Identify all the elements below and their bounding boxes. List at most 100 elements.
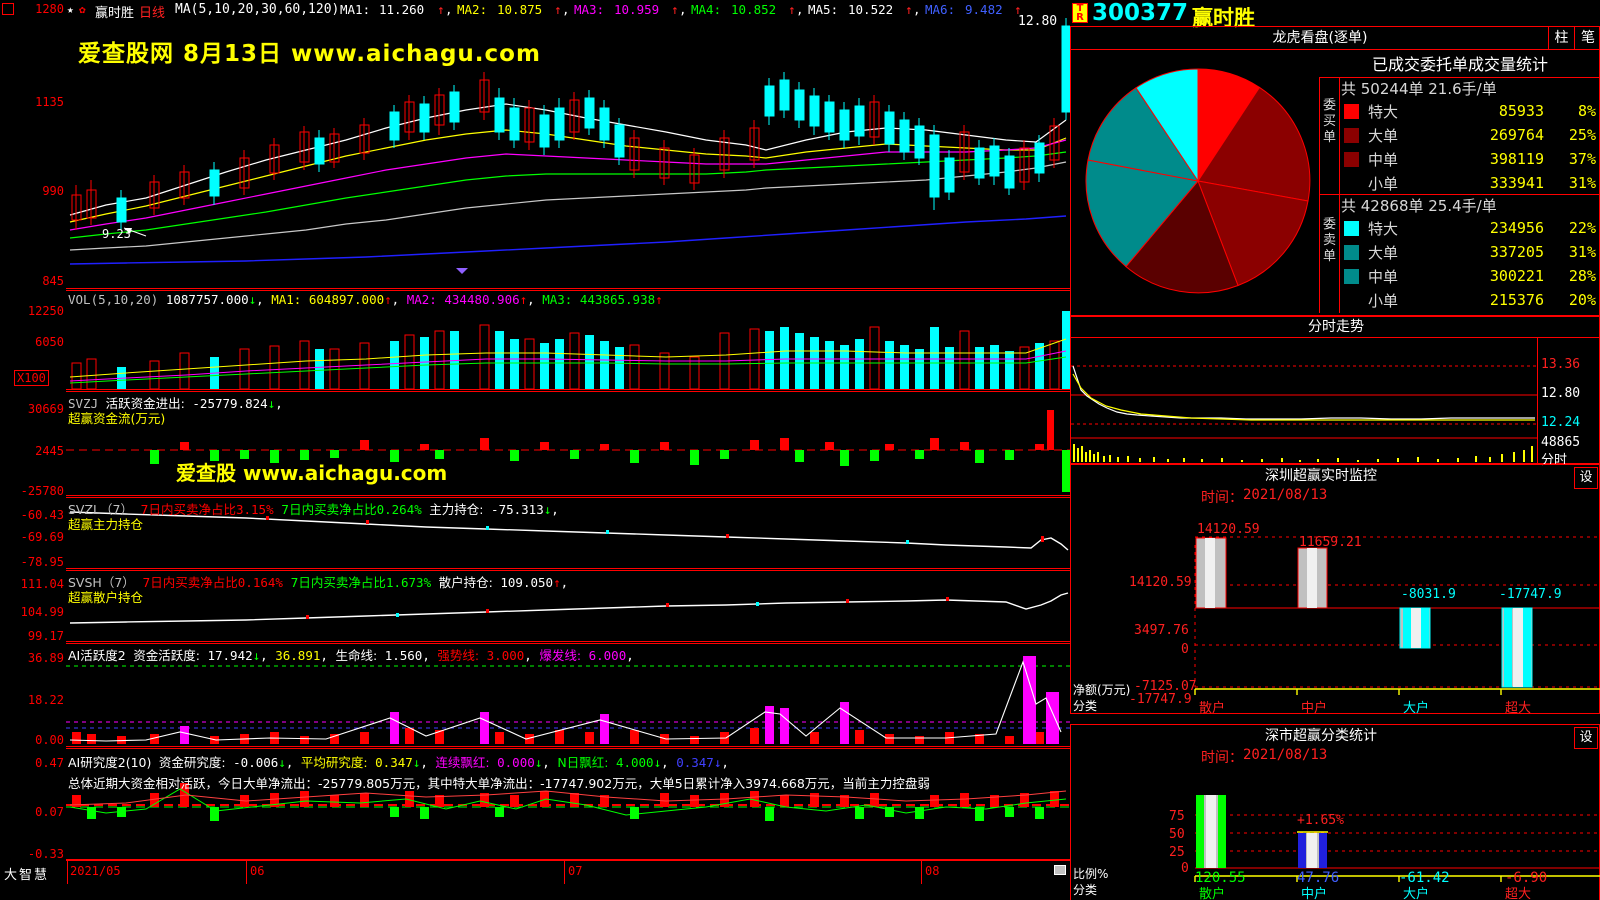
monitor-ytick: -7125.07 [1134,679,1197,694]
vol-value: 1087757.000 [165,292,249,307]
buy-row-pct: 8% [1577,102,1596,120]
flower-icon[interactable]: ✿ [79,3,86,16]
monitor-ytick: 0 [1181,642,1189,657]
svzj-panel[interactable]: SVZJ 活跃资金进出: -25779.824↓, 超赢资金流(万元) 爱查股 … [66,391,1070,496]
svzl-green-label: 7日内买卖净占比 [281,502,377,517]
aihy-f4-value: 3.000 [486,648,525,663]
sell-row-name: 大单 [1368,244,1399,262]
aiyj-f1-arrow: ↓ [278,755,286,770]
aihy-f5-value: 6.000 [588,648,627,663]
kchart-ma-formula: MA(5,10,20,30,60,120) [175,2,340,17]
ma3-arrow: ↑ [671,2,679,17]
monitor-bar-label: -17747.9 [1499,587,1562,602]
svzl-panel[interactable]: SVZL（7） 7日内买卖净占比3.15% 7日内买卖净占比0.264% 主力持… [66,497,1070,569]
sell-row: 大单 337205 31% [1344,241,1599,265]
classify-settings-button[interactable]: 设 [1574,727,1598,749]
ma6-arrow: ↑ [1014,2,1022,17]
monitor-category: 超大 [1505,701,1532,716]
buy-orders-block: 共 50244单 21.6手/单 委买单 特大 85933 8% [1319,78,1600,194]
classify-category: 大户 [1403,887,1430,900]
classify-panel[interactable]: 深市超赢分类统计 设 时间： 2021/08/13 [1070,724,1600,900]
svzj-code: SVZJ [68,396,99,411]
kchart-last-price: 12.80 [1018,14,1058,29]
aihy-f5-label: 爆发线: [539,648,582,663]
svsh-green-label: 7日内买卖净占比 [290,575,386,590]
svzl-red-value: 3.15% [235,502,274,517]
vol-ma3-arrow: ↑ [655,292,663,307]
sell-row-value: 234956 [1489,219,1544,237]
vol-arrow: ↓ [248,292,257,307]
monitor-time-value: 2021/08/13 [1243,487,1328,503]
sell-row-pct: 22% [1568,219,1596,237]
monitor-title: 深圳超赢实时监控 [1265,468,1377,484]
ai-huoyue-panel[interactable]: AI活跃度2 资金活跃度: 17.942↓, 36.891, 生命线: 1.56… [66,643,1070,747]
monitor-bar-label: -8031.9 [1401,587,1456,602]
sell-row-value: 215376 [1489,291,1544,309]
buy-row: 中单 398119 37% [1344,148,1599,172]
monitor-ytick: 3497.76 [1134,623,1189,638]
kchart-panel[interactable]: ★ ✿ 赢时胜 日线 MA(5,10,20,30,60,120) MA1: 11… [66,0,1070,289]
tab-bi[interactable]: 笔 [1574,27,1600,49]
svsh-arrow: ↑ [553,575,561,590]
monitor-panel[interactable]: 深圳超赢实时监控 设 时间： 2021/08/13 [1070,464,1600,716]
ma3-label: MA3: [574,2,605,17]
star-icon[interactable]: ★ [67,3,74,16]
date-tick: 08 [925,864,940,878]
svzl-canvas [69,511,1069,551]
classify-annotation: +1.65% [1297,813,1344,828]
stock-code[interactable]: 300377 [1092,0,1189,26]
minute-chart-panel[interactable]: 分时走势 [1070,316,1600,468]
classify-ytick: 25 [1169,845,1185,860]
aiyj-f3-arrow: ↓ [534,755,543,770]
date-tick: 07 [568,864,583,878]
legend-swatch-buy-3 [1344,152,1359,167]
minute-volume: 48865 [1541,435,1581,450]
date-axis: 2021/05 06 07 08 [66,860,1070,900]
svzj-y-label: -25780 [20,484,64,498]
aihy-y-label: 18.22 [27,693,64,707]
aihy-f3-label: 生命线: [335,648,378,663]
kchart-y-label: 990 [42,184,64,198]
monitor-bar-label: 11659.21 [1299,535,1362,550]
svzj-label: 活跃资金进出: [105,396,185,411]
monitor-bar-label: 14120.59 [1197,522,1260,537]
sell-side-label: 委卖单 [1322,217,1336,264]
classify-value: -6.90 [1505,870,1548,886]
main-chart-column: ★ ✿ 赢时胜 日线 MA(5,10,20,30,60,120) MA1: 11… [66,0,1070,900]
vol-y-label: 12250 [27,304,64,318]
vol-ma2-label: MA2: [406,292,437,307]
svsh-y-label: 99.17 [27,629,64,643]
ma3-value: 10.959 [614,2,660,17]
monitor-settings-button[interactable]: 设 [1574,467,1598,489]
vol-panel[interactable]: VOL(5,10,20) 1087757.000↓, MA1: 604897.0… [66,290,1070,390]
aihy-y-label: 36.89 [27,651,64,665]
ai-yanjiu-canvas [66,783,1070,821]
kchart-period[interactable]: 日线 [139,6,166,21]
svsh-panel[interactable]: SVSH（7） 7日内买卖净占比0.164% 7日内买卖净占比1.673% 散户… [66,570,1070,642]
kchart-y-label: 1135 [35,95,64,109]
svzl-main-label: 主力持仓: [429,502,484,517]
aiyj-code: AI研究度2(10) [68,755,152,770]
vol-ma1-value: 604897.000 [308,292,385,307]
svsh-red-label: 7日内买卖净占比 [142,575,238,590]
vol-unit-tag: X100 [14,370,49,386]
lock-icon[interactable] [1054,865,1066,875]
vol-ma2-arrow: ↑ [519,292,528,307]
aiyj-f5-arrow: ↓ [713,755,722,770]
svzj-y-label: 30669 [27,402,64,416]
ma1-arrow: ↑ [437,2,445,17]
ma2-label: MA2: [457,2,488,17]
monitor-chart-canvas [1194,536,1600,695]
vol-ma2-value: 434480.906 [444,292,520,307]
svsh-red-value: 0.164% [237,575,283,590]
vol-ma3-value: 443865.938 [579,292,656,307]
tab-zhu[interactable]: 柱 [1548,27,1574,49]
ai-yanjiu-panel[interactable]: AI研究度2(10) 资金研究度: -0.006↓, 平均研究度: 0.347↓… [66,748,1070,860]
badge-r: R [1076,12,1084,23]
monitor-x-axis-label: 分类 [1073,699,1098,713]
svzl-red-label: 7日内买卖净占比 [140,502,236,517]
classify-time-label: 时间： [1201,750,1243,766]
ma5-value: 10.522 [848,2,894,17]
classify-chart-canvas [1194,795,1600,882]
aiyj-summary: 总体近期大资金相对活跃，今日大单净流出：-25779.805万元，其中特大单净流… [68,776,930,791]
